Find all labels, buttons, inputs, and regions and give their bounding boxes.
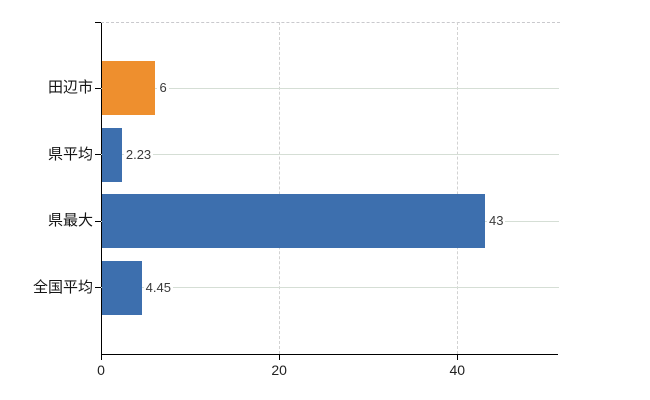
category-label-4: 全国平均 (32, 278, 93, 296)
vertical-gridline-20 (279, 22, 281, 354)
x-tick-label-20: 20 (271, 362, 287, 378)
x-tick-label-40: 40 (449, 362, 466, 378)
category-gridline (101, 87, 559, 89)
value-label: 4.45 (143, 279, 173, 296)
bar-全国平均 (102, 260, 142, 315)
x-axis-line (101, 354, 558, 355)
plot-top-border (101, 22, 560, 23)
y-axis-tick (95, 87, 101, 89)
value-label: 6 (157, 80, 169, 97)
category-label-2: 県平均 (47, 145, 93, 163)
y-axis-top-tick (95, 22, 101, 23)
value-label: 43 (486, 213, 506, 230)
y-axis-line (101, 22, 102, 355)
vertical-gridline-40 (457, 22, 459, 354)
x-tick-label-0: 0 (97, 362, 105, 378)
value-label: 2.23 (123, 146, 154, 163)
category-gridline (101, 287, 559, 289)
plot-area (101, 22, 557, 354)
x-axis-tick-20 (279, 355, 281, 360)
x-axis-tick-0 (101, 355, 102, 360)
x-axis-tick-40 (457, 355, 459, 360)
y-axis-tick (95, 220, 101, 222)
y-axis-tick (95, 287, 101, 289)
category-gridline (101, 154, 559, 156)
category-label-3: 県最大 (47, 212, 93, 230)
bar-県平均 (102, 127, 122, 182)
bar-県最大 (102, 194, 485, 249)
category-label-1: 田辺市 (47, 79, 93, 97)
bar-田辺市 (102, 61, 156, 116)
y-axis-tick (95, 154, 101, 156)
